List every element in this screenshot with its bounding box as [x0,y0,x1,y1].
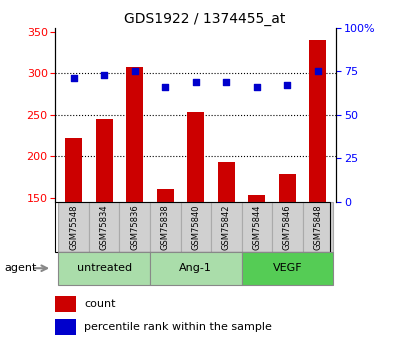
Text: Ang-1: Ang-1 [179,263,212,273]
Text: GSM75548: GSM75548 [69,204,78,249]
Text: count: count [84,299,115,309]
Bar [241,252,333,285]
Text: percentile rank within the sample: percentile rank within the sample [84,322,271,332]
Bar [187,112,204,322]
Point [70,75,77,81]
Text: agent: agent [4,263,36,273]
Point [314,68,320,74]
Bar [55,296,75,312]
Bar [217,162,234,322]
Bar [241,202,272,252]
Point [253,84,259,90]
Point [101,72,107,77]
Bar [65,138,82,322]
Point [222,79,229,85]
Text: GSM75834: GSM75834 [99,204,108,250]
Text: VEGF: VEGF [272,263,301,273]
Bar [58,202,89,252]
Bar [150,202,180,252]
Text: GSM75840: GSM75840 [191,204,200,249]
Bar [248,195,265,322]
Text: GSM75836: GSM75836 [130,204,139,250]
Bar [278,174,295,322]
Bar [272,202,302,252]
Text: GSM75846: GSM75846 [282,204,291,250]
Bar [126,67,143,322]
Bar [89,202,119,252]
Point [131,68,138,74]
Bar [157,189,173,322]
Text: GSM75842: GSM75842 [221,204,230,249]
Text: GSM75844: GSM75844 [252,204,261,249]
Point [192,79,199,85]
Bar [96,119,112,322]
Bar [180,202,211,252]
Text: GDS1922 / 1374455_at: GDS1922 / 1374455_at [124,12,285,26]
Text: untreated: untreated [76,263,131,273]
Text: GSM75848: GSM75848 [312,204,321,250]
Bar [55,319,75,335]
Point [283,82,290,88]
Bar [302,202,333,252]
Bar [150,252,241,285]
Point [162,84,168,90]
Bar [211,202,241,252]
Bar [119,202,150,252]
Bar [58,252,150,285]
Text: GSM75838: GSM75838 [160,204,169,250]
Bar [309,40,326,322]
